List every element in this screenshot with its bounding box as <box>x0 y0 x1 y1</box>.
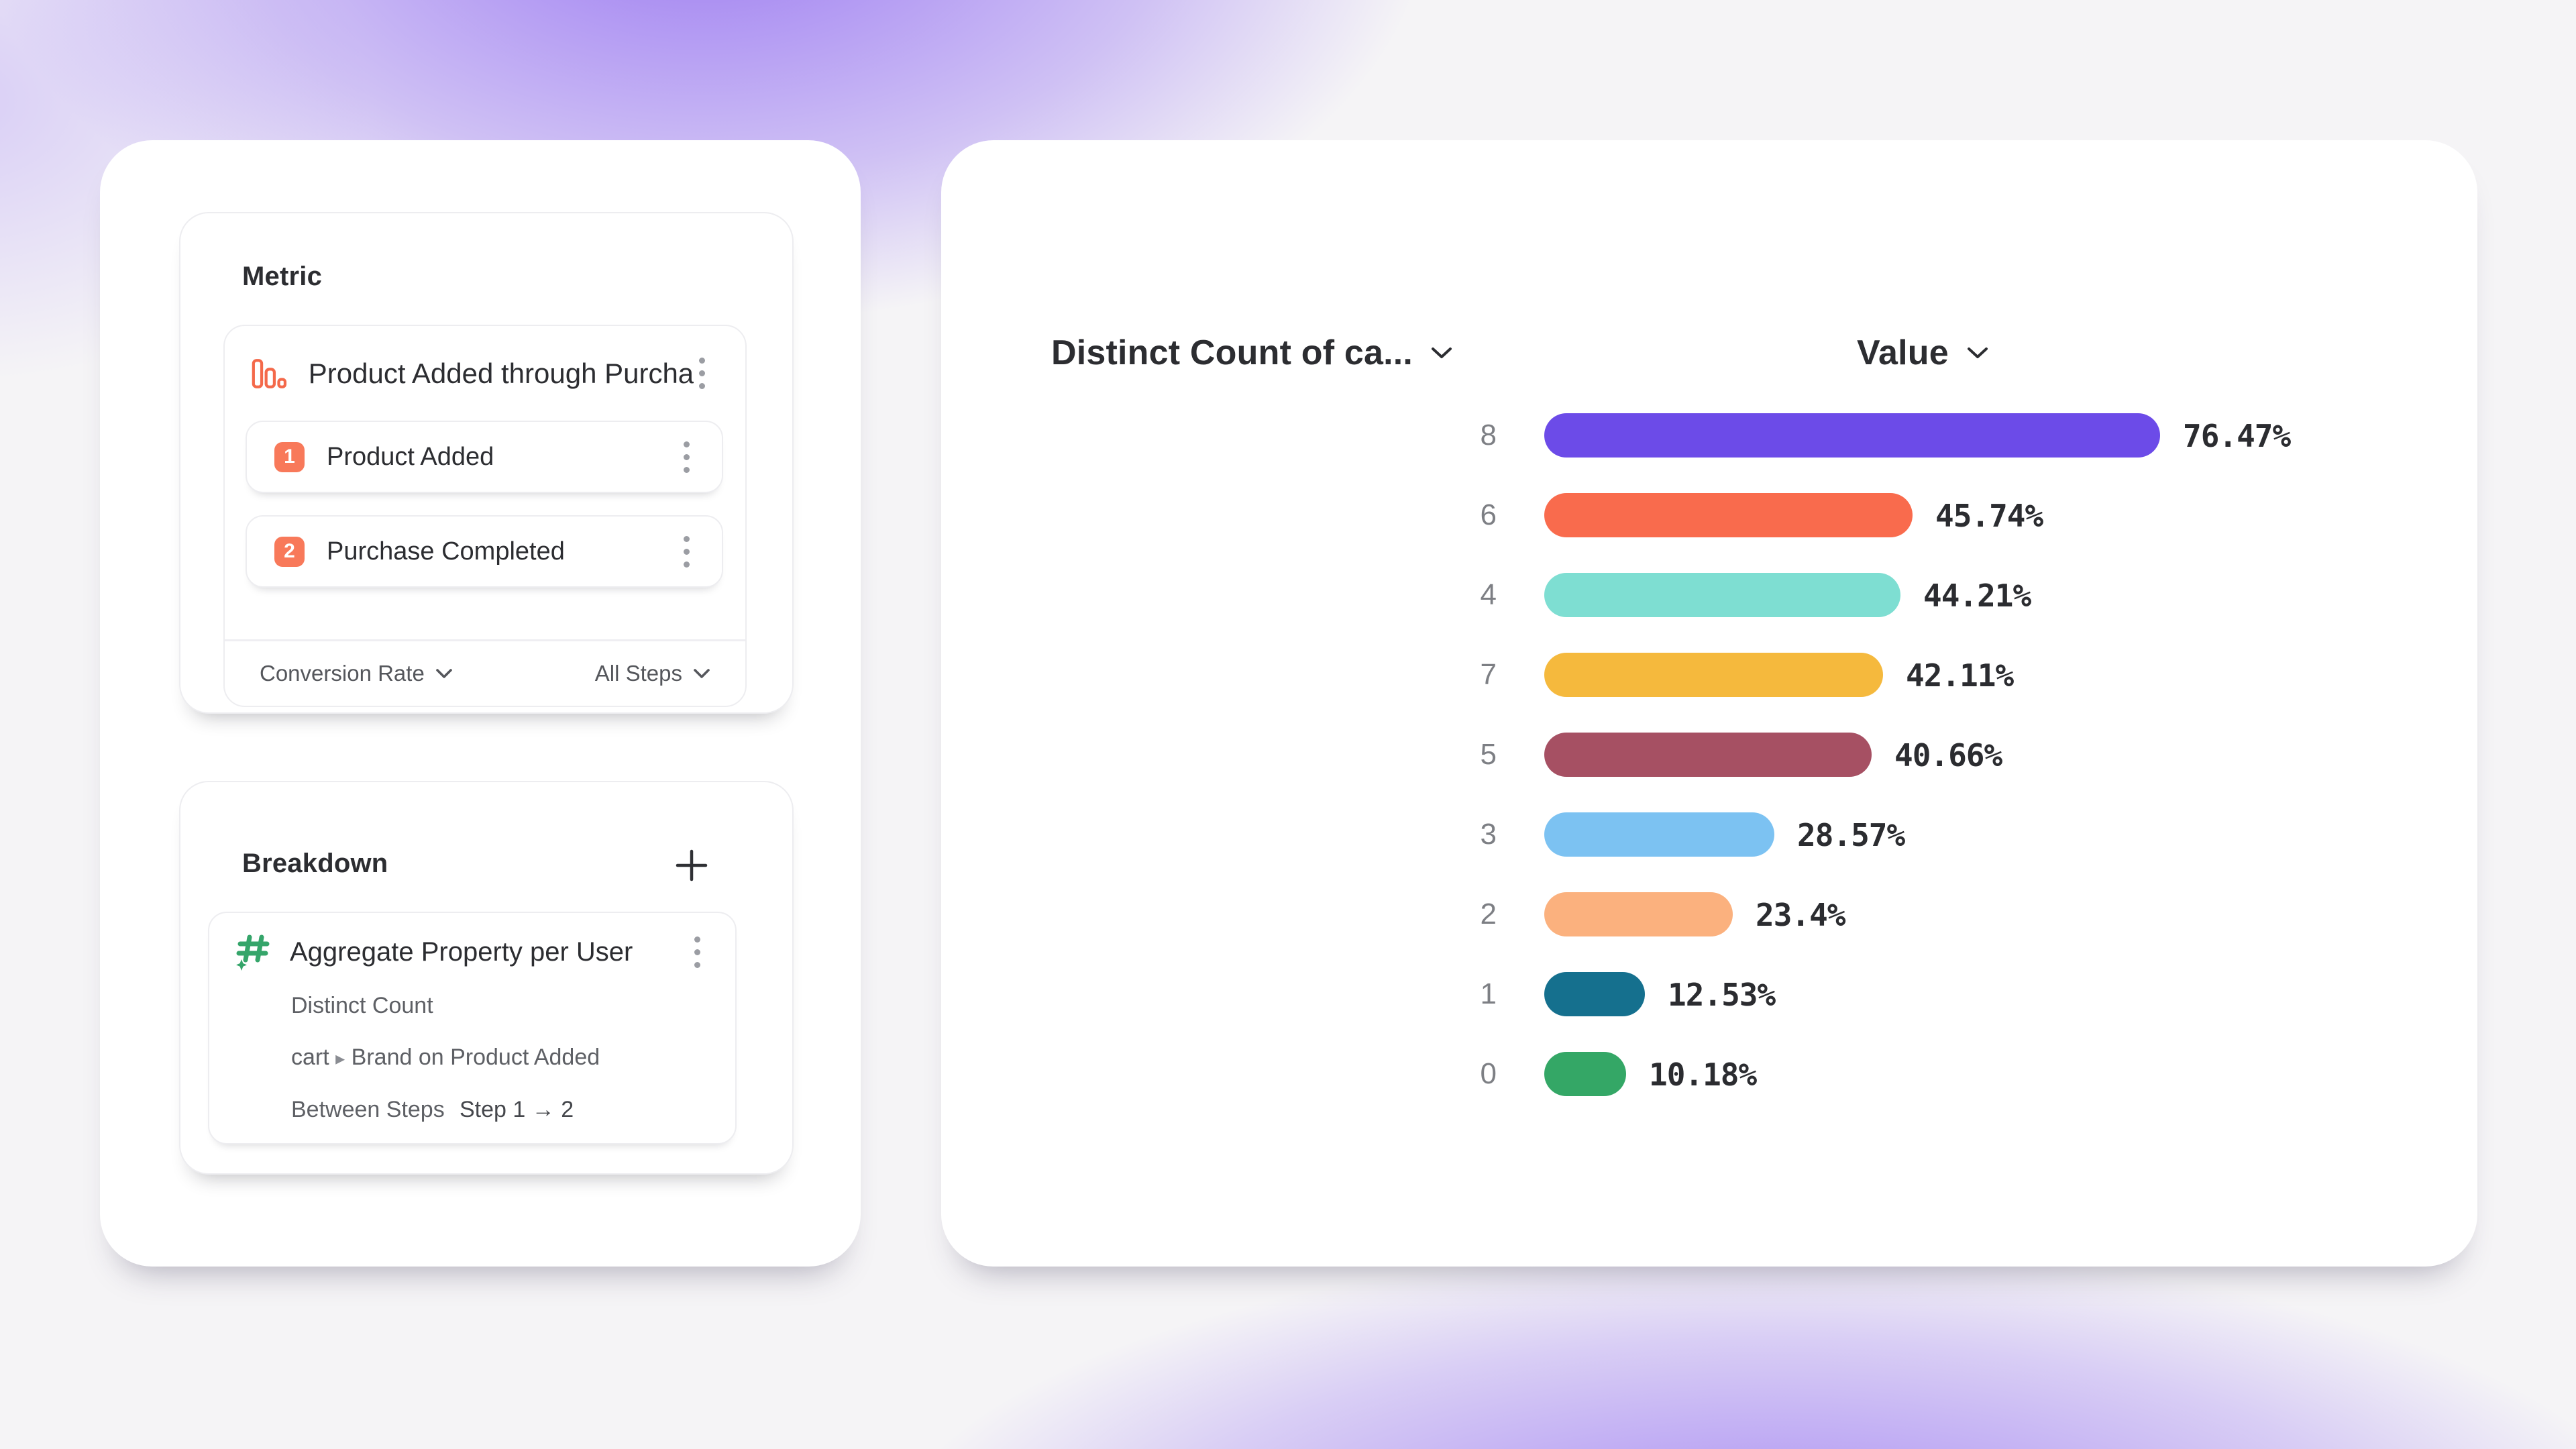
value-label: 45.74% <box>1935 498 2043 534</box>
value-label: 40.66% <box>1894 737 2002 773</box>
step-number-badge: 1 <box>274 441 305 472</box>
chart-row: 5 40.66% <box>941 733 2477 777</box>
category-label: 1 <box>1480 977 1497 1010</box>
funnel-event-header[interactable]: Product Added through Purcha... <box>225 326 745 421</box>
aggregate-property-name: Aggregate Property per User <box>290 936 633 967</box>
value-label: 10.18% <box>1649 1057 1757 1093</box>
value-bar[interactable] <box>1544 972 1645 1016</box>
value-bar[interactable] <box>1544 892 1733 936</box>
chart-row: 6 45.74% <box>941 493 2477 537</box>
all-steps-dropdown[interactable]: All Steps <box>595 661 710 686</box>
funnel-footer: Conversion Rate All Steps <box>225 639 745 706</box>
breakdown-property: cart ▸ Brand on Product Added <box>291 1044 600 1072</box>
chart-row: 8 76.47% <box>941 413 2477 458</box>
value-bar[interactable] <box>1544 653 1883 697</box>
category-label: 5 <box>1480 738 1497 771</box>
funnel-block: Product Added through Purcha... 1 Product… <box>223 325 747 707</box>
metric-card: Metric Product Added through Purcha... 1… <box>179 212 794 714</box>
value-label: 28.57% <box>1797 817 1905 853</box>
category-label: 8 <box>1480 419 1497 451</box>
chevron-down-icon <box>435 669 452 678</box>
conversion-rate-label: Conversion Rate <box>260 661 425 686</box>
step-event-label: Purchase Completed <box>327 537 565 566</box>
value-label: 76.47% <box>2183 418 2291 454</box>
category-label: 7 <box>1480 658 1497 691</box>
funnel-name: Product Added through Purcha... <box>308 357 694 389</box>
chart-row: 2 23.4% <box>941 892 2477 936</box>
value-column-header-label: Value <box>1857 333 1949 372</box>
chart-rows: 8 76.47% 6 45.74% 4 44.21% 7 42.11% 5 40.66% 3 28.5… <box>941 140 2477 1267</box>
breakdown-card: Breakdown Aggregate Property per User Di… <box>179 781 794 1175</box>
all-steps-label: All Steps <box>594 661 682 686</box>
funnel-menu-button[interactable] <box>694 354 710 393</box>
value-label: 42.11% <box>1906 657 2014 694</box>
value-label: 44.21% <box>1923 578 2031 614</box>
category-label: 0 <box>1480 1057 1497 1090</box>
value-bar[interactable] <box>1544 493 1913 537</box>
funnel-step-row[interactable]: 1 Product Added <box>246 421 723 493</box>
funnel-steps: 1 Product Added 2 Purchase Completed <box>246 421 723 610</box>
category-label: 3 <box>1480 818 1497 851</box>
metric-title: Metric <box>242 262 323 291</box>
value-bar[interactable] <box>1544 733 1872 777</box>
chart-row: 3 28.57% <box>941 812 2477 857</box>
value-label: 12.53% <box>1668 977 1776 1013</box>
chart-row: 0 10.18% <box>941 1052 2477 1096</box>
chevron-down-icon <box>1432 347 1452 358</box>
step-number-badge: 2 <box>274 536 305 567</box>
chart-row: 7 42.11% <box>941 653 2477 697</box>
aggregation-type: Distinct Count <box>291 993 433 1018</box>
caret-right-icon: ▸ <box>335 1048 345 1069</box>
category-label: 2 <box>1480 898 1497 930</box>
breakdown-title: Breakdown <box>242 849 388 878</box>
value-bar[interactable] <box>1544 1052 1626 1096</box>
funnel-chart-icon <box>252 358 287 388</box>
category-column-header-label: Distinct Count of ca... <box>1051 333 1413 372</box>
scope-value: Step 1 → 2 <box>460 1097 574 1122</box>
value-bar[interactable] <box>1544 812 1774 857</box>
chevron-down-icon <box>694 669 710 678</box>
aggregate-property-header: Aggregate Property per User <box>209 913 735 991</box>
value-label: 23.4% <box>1756 897 1845 933</box>
aggregate-property-menu-button[interactable] <box>689 932 706 972</box>
step-event-label: Product Added <box>327 442 494 471</box>
category-column-header[interactable]: Distinct Count of ca... <box>1051 326 1453 380</box>
left-panel: Metric Product Added through Purcha... 1… <box>100 140 861 1267</box>
chevron-down-icon <box>1967 347 1988 358</box>
aggregate-number-icon <box>236 934 270 971</box>
step-menu-button[interactable] <box>678 532 695 572</box>
chart-row: 1 12.53% <box>941 972 2477 1016</box>
category-label: 4 <box>1480 578 1497 611</box>
conversion-rate-dropdown[interactable]: Conversion Rate <box>260 661 453 686</box>
value-bar[interactable] <box>1544 413 2160 458</box>
scope-label: Between Steps <box>291 1097 445 1122</box>
add-breakdown-button[interactable] <box>673 847 710 884</box>
aggregate-property-card[interactable]: Aggregate Property per User Distinct Cou… <box>208 912 737 1144</box>
value-column-header[interactable]: Value <box>1857 326 1989 380</box>
property-object: cart <box>291 1044 329 1070</box>
funnel-step-row[interactable]: 2 Purchase Completed <box>246 515 723 588</box>
chart-row: 4 44.21% <box>941 573 2477 617</box>
step-menu-button[interactable] <box>678 437 695 477</box>
property-name: Brand on Product Added <box>351 1044 600 1070</box>
value-bar[interactable] <box>1544 573 1900 617</box>
category-label: 6 <box>1480 498 1497 531</box>
chart-panel: Distinct Count of ca... Value 8 76.47% 6 45… <box>941 140 2477 1267</box>
